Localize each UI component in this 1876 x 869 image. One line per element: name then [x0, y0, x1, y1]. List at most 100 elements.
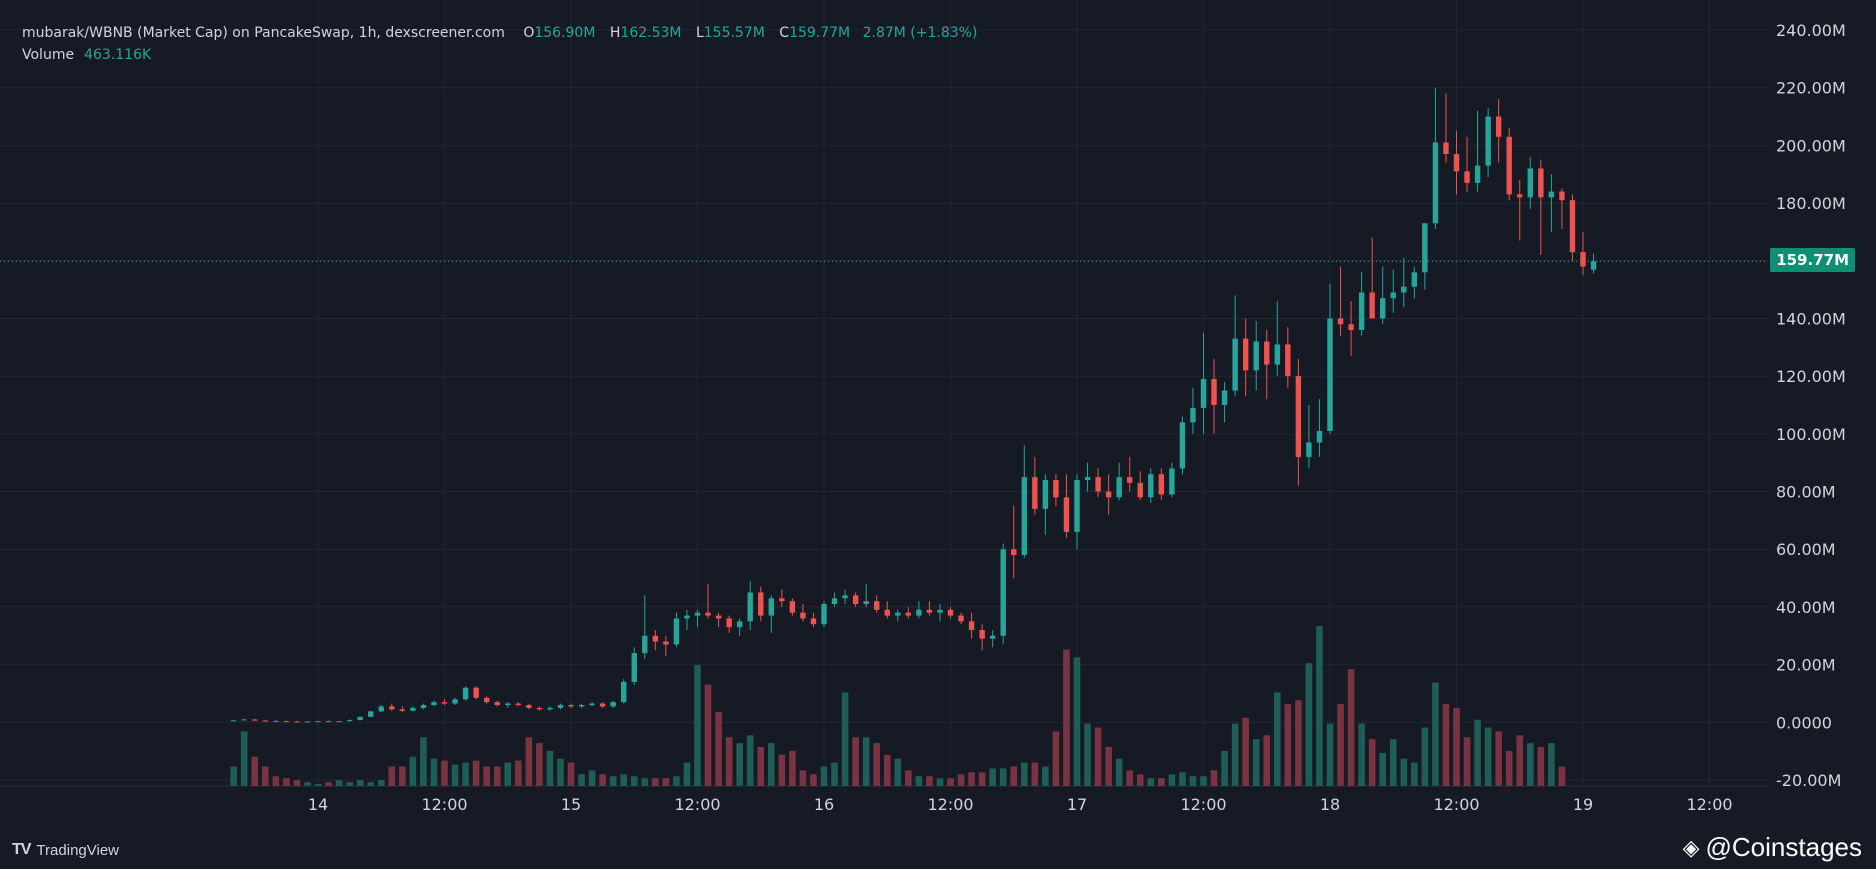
- candle-body: [1053, 480, 1059, 498]
- time-axis: 14 12:00 15 12:00 16 12:00 17 12:00 18 12:00 19 12:…: [308, 795, 1733, 814]
- x-tick-label: 16: [814, 795, 834, 814]
- y-tick-label: 0.0000: [1776, 713, 1832, 732]
- candle-body: [1327, 318, 1333, 431]
- candle-body: [673, 618, 680, 645]
- candle-body: [1453, 154, 1460, 172]
- volume-bar: [1548, 743, 1555, 786]
- candle-body: [663, 641, 669, 645]
- candle-body: [715, 615, 722, 619]
- volume-bar: [377, 780, 385, 786]
- y-tick-label: 240.00M: [1776, 21, 1846, 40]
- x-tick-label: 15: [561, 795, 581, 814]
- y-tick-label: -20.00M: [1776, 771, 1841, 790]
- volume-bar: [1084, 723, 1091, 786]
- volume-bar: [1337, 704, 1344, 786]
- candle-body: [1021, 477, 1027, 555]
- volume-bar: [1411, 762, 1418, 786]
- candle-body: [494, 702, 500, 705]
- volume-bar: [536, 743, 543, 786]
- volume-bar: [999, 768, 1007, 786]
- candle-body: [1084, 477, 1091, 480]
- volume-bar: [978, 772, 986, 786]
- tradingview-brand[interactable]: TV TradingView: [12, 841, 119, 859]
- open-label: O: [523, 25, 535, 41]
- volume-bar: [1495, 731, 1502, 786]
- volume-bar: [335, 780, 343, 786]
- candle-body: [230, 720, 237, 722]
- candle-body: [1169, 468, 1175, 495]
- x-tick-label: 14: [308, 795, 328, 814]
- candle-body: [1380, 298, 1386, 319]
- volume-bar: [399, 766, 406, 786]
- low-label: L: [695, 25, 704, 41]
- volume-bar: [1115, 758, 1123, 786]
- candle-body: [410, 707, 416, 711]
- volume-bar: [1168, 774, 1176, 786]
- volume-bar: [1158, 778, 1165, 786]
- volume-bar: [578, 774, 585, 786]
- volume-bar: [662, 778, 670, 786]
- volume-bar: [472, 760, 480, 786]
- candle-body: [1116, 477, 1122, 498]
- candle-body: [1011, 549, 1017, 555]
- volume-bar: [1221, 750, 1228, 786]
- candle-body: [1569, 200, 1576, 253]
- tradingview-logo-icon: TV: [12, 841, 31, 858]
- ohlc-row: mubarak/WBNB (Market Cap) on PancakeSwap…: [22, 22, 977, 44]
- volume-bar: [1421, 727, 1429, 786]
- change-value: 2.87M (+1.83%): [862, 25, 978, 41]
- candle-body: [346, 720, 353, 722]
- candle-body: [241, 719, 247, 721]
- volume-bar: [1326, 723, 1334, 786]
- candle-body: [874, 601, 880, 610]
- candle-body: [652, 635, 659, 642]
- volume-bar: [251, 756, 259, 786]
- volume-bar: [1516, 735, 1524, 786]
- low-value: 155.57M: [703, 25, 765, 41]
- volume-bar: [1474, 719, 1481, 786]
- x-tick-label: 19: [1573, 795, 1593, 814]
- volume-bar: [314, 784, 322, 786]
- volume-bar: [1389, 739, 1397, 786]
- candle-body: [505, 703, 511, 705]
- candle-body: [526, 705, 532, 708]
- volume-bar: [926, 776, 933, 786]
- candle-body: [1295, 376, 1302, 457]
- candle-body: [315, 721, 321, 723]
- volume-bar: [588, 770, 596, 786]
- candle-body: [357, 716, 363, 720]
- candle-body: [1211, 379, 1217, 405]
- volume-bar: [567, 762, 575, 786]
- volume-bar: [293, 780, 301, 786]
- candle-body: [916, 609, 922, 616]
- candle-body: [1464, 171, 1470, 183]
- volume-bar: [367, 782, 375, 786]
- candle-body: [979, 630, 985, 639]
- candle-body: [989, 635, 996, 639]
- candle-body: [1432, 142, 1439, 224]
- candle-body: [631, 653, 637, 682]
- candle-body: [262, 720, 268, 722]
- open-value: 156.90M: [534, 25, 596, 41]
- candle-body: [1063, 497, 1070, 532]
- candle-body: [1000, 549, 1006, 636]
- watermark: ◈ @Coinstages: [1683, 832, 1862, 863]
- candle-body: [831, 598, 838, 605]
- volume-bar: [1210, 770, 1218, 786]
- candle-body: [895, 612, 901, 616]
- volume-bar: [936, 778, 944, 786]
- y-tick-label: 180.00M: [1776, 194, 1846, 213]
- candle-body: [789, 601, 796, 613]
- volume-bar: [1442, 704, 1450, 786]
- candle-body: [336, 721, 342, 723]
- candle-body: [1306, 442, 1312, 457]
- volume-bar: [514, 760, 522, 786]
- y-tick-label: 60.00M: [1776, 540, 1836, 559]
- candle-body: [926, 609, 933, 613]
- last-price-tag: 159.77M: [1770, 248, 1855, 273]
- diamond-logo-icon: ◈: [1682, 834, 1700, 860]
- candle-body: [1590, 261, 1597, 270]
- volume-bar: [778, 754, 786, 786]
- volume-bar: [240, 731, 248, 786]
